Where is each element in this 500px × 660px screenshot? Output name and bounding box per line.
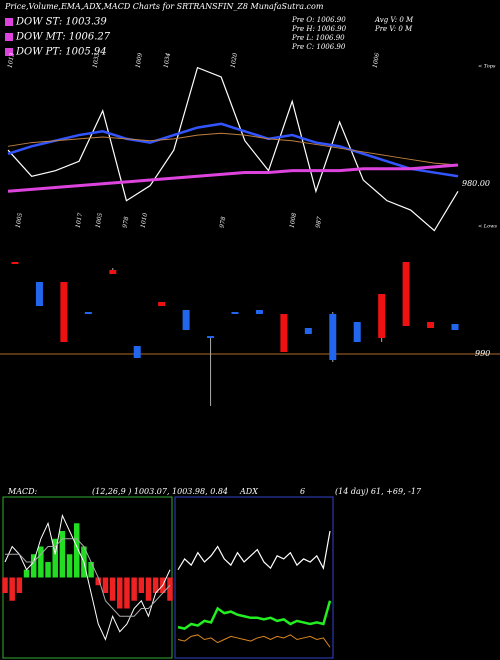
series-line xyxy=(7,122,459,178)
price-info: Pre C: 1006.90 xyxy=(291,43,346,51)
legend-label: DOW ST: 1003.39 xyxy=(15,17,107,28)
candle-body xyxy=(84,312,92,314)
candle-body xyxy=(280,314,288,352)
legend-swatch xyxy=(5,33,13,41)
bottom-label: 1005 xyxy=(95,212,105,228)
price-info: Pre O: 1006.90 xyxy=(291,16,346,24)
volume-info: Pre V: 0 M xyxy=(374,25,413,33)
candle-body xyxy=(182,310,190,330)
candle-body xyxy=(329,314,337,360)
candle-body xyxy=(231,312,239,314)
histogram-bar xyxy=(9,577,15,601)
legend-swatch xyxy=(5,18,13,26)
histogram-bar xyxy=(109,577,116,601)
histogram-bar xyxy=(145,577,152,601)
adx-title: ADX xyxy=(239,487,258,496)
histogram-bar xyxy=(38,546,44,578)
candle-body xyxy=(11,262,19,264)
panel-border xyxy=(174,496,334,659)
y-tick-label: 990 xyxy=(475,349,490,358)
top-label: 1009 xyxy=(135,52,145,68)
lows-label: < Lows xyxy=(478,224,497,230)
top-label: 1006 xyxy=(372,52,382,68)
candle-body xyxy=(255,310,263,314)
series-line xyxy=(7,132,459,166)
histogram-bar xyxy=(117,577,123,609)
price-info: Pre L: 1006.90 xyxy=(291,34,345,42)
adx-value: 6 xyxy=(300,487,305,496)
candle-body xyxy=(427,322,435,328)
histogram-bar xyxy=(30,554,37,578)
histogram-bar xyxy=(66,554,73,578)
histogram-bar xyxy=(16,577,23,593)
histogram-bar xyxy=(167,577,173,601)
series-line xyxy=(177,600,332,630)
candle-body xyxy=(133,346,141,358)
histogram-bar xyxy=(59,531,66,578)
bottom-label: 978 xyxy=(122,216,131,229)
candle-body xyxy=(304,328,312,334)
candle-body xyxy=(207,336,215,338)
candle-body xyxy=(35,282,43,306)
histogram-bar xyxy=(138,577,145,593)
top-label: 1034 xyxy=(163,52,173,68)
top-label: 1020 xyxy=(230,52,240,68)
candle-body xyxy=(60,282,68,342)
histogram-bar xyxy=(95,577,102,586)
bottom-label: 1017 xyxy=(75,212,85,228)
histogram-bar xyxy=(2,577,8,593)
series-line xyxy=(7,163,459,193)
top-label: 1013 xyxy=(7,52,17,68)
candle-body xyxy=(402,262,410,326)
legend-label: DOW PT: 1005.94 xyxy=(15,47,107,58)
bottom-label: 1008 xyxy=(289,212,299,228)
candle-body xyxy=(353,322,361,342)
tops-label: < Tops xyxy=(478,64,496,70)
series-line xyxy=(177,530,331,571)
candle-body xyxy=(158,302,166,306)
price-info: Pre H: 1006.90 xyxy=(291,25,347,33)
candle-body xyxy=(451,324,459,330)
histogram-bar xyxy=(152,577,159,593)
histogram-bar xyxy=(124,577,130,609)
histogram-bar xyxy=(73,523,80,578)
series-line xyxy=(4,513,171,641)
candle-body xyxy=(109,270,117,274)
chart-title: Price,Volume,EMA,ADX,MACD Charts for SRT… xyxy=(4,2,324,11)
series-line xyxy=(177,634,331,648)
legend-swatch xyxy=(5,48,13,56)
bottom-label: 1005 xyxy=(15,212,25,228)
volume-info: Avg V: 0 M xyxy=(374,16,414,24)
histogram-bar xyxy=(102,577,109,593)
macd-title: MACD: xyxy=(7,487,38,496)
bottom-label: 978 xyxy=(219,216,228,229)
histogram-bar xyxy=(52,538,58,578)
histogram-bar xyxy=(23,569,30,578)
histogram-bar xyxy=(45,562,51,578)
histogram-bar xyxy=(88,562,94,578)
bottom-label: 987 xyxy=(315,216,324,229)
bottom-label: 1010 xyxy=(140,212,150,228)
macd-params: (12,26,9 ) 1003.07, 1003.98, 0.84 xyxy=(92,487,228,496)
top-label: 1033 xyxy=(92,52,102,68)
series-line xyxy=(7,66,459,232)
adx-params: (14 day) 61, +69, -17 xyxy=(335,487,422,496)
histogram-bar xyxy=(131,577,137,601)
series-line xyxy=(5,538,171,617)
y-tick-label: 980.00 xyxy=(462,179,490,188)
candle-body xyxy=(378,294,386,338)
legend-label: DOW MT: 1006.27 xyxy=(15,32,111,43)
